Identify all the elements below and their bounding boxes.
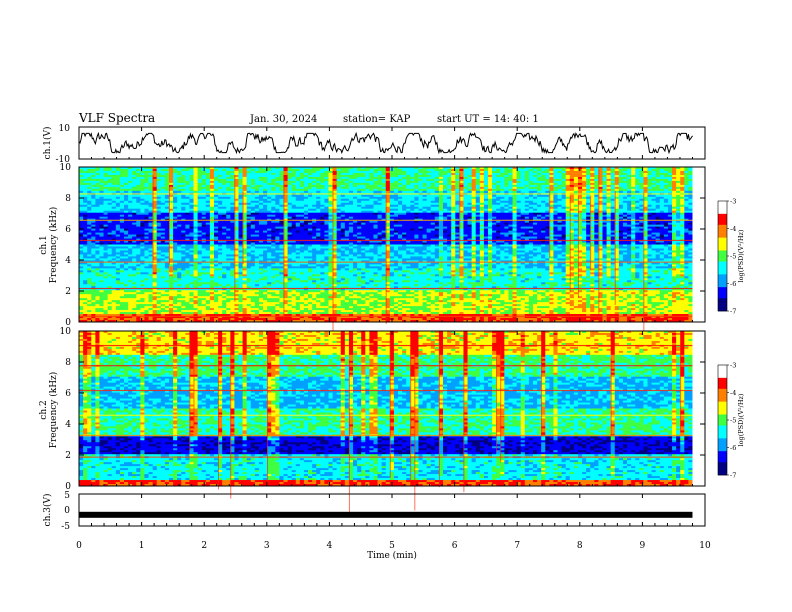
ch3-ytick-mid: 0 [64,506,70,516]
x-tick-label-0: 0 [76,541,82,551]
ch1-spectrogram-image [79,167,705,337]
ch3-waveform-frame [78,493,706,527]
ch1-spectrogram-ylabel-channel: ch.1 [39,235,49,254]
ch2-spectrogram-ytick-4: 4 [65,420,71,430]
ch1-colorbar-tick--7: -7 [730,308,736,316]
ch2-spectrogram-ytick-0: 0 [65,482,71,492]
x-tick-label-8: 8 [577,541,583,551]
ch1-colorbar-tick--4: -4 [730,225,736,233]
x-tick-label-7: 7 [514,541,520,551]
x-tick-label-1: 1 [139,541,145,551]
ch2-spectrogram-ylabel-channel: ch.2 [39,400,49,419]
ch2-colorbar-tick--5: -5 [730,417,736,425]
x-tick-label-9: 9 [640,541,646,551]
ch2-colorbar-tick--6: -6 [730,444,736,452]
ch2-colorbar-tick--7: -7 [730,472,736,480]
ch1-waveform-frame [78,126,706,160]
x-tick-label-5: 5 [389,541,395,551]
ch3-ytick-bottom: -5 [61,522,70,532]
figure-start-time: start UT = 14: 40: 1 [437,114,539,125]
ch1-colorbar-tick--6: -6 [730,280,736,288]
ch2-colorbar: -3 -4 -5 -6 -7 log(PSD)(V²/Hz) [717,362,745,480]
ch1-ytick-bottom: -10 [56,155,71,165]
ch1-spectrogram-ytick-0: 0 [65,318,71,328]
ch2-spectrogram-ytick-10: 10 [60,327,72,337]
ch1-spectrogram-ytick-8: 8 [65,194,71,204]
ch1-ytick-top: 10 [59,124,71,134]
ch3-waveform-ylabel: ch.3(V) [42,494,53,527]
x-axis-label: Time (min) [367,550,417,561]
ch1-colorbar-tick--3: -3 [730,198,736,206]
ch2-spectrogram-panel: 0 2 4 6 8 10 ch.2 Frequency (kHz) [39,327,706,514]
ch2-spectrogram-ytick-2: 2 [65,451,71,461]
ch1-colorbar: -3 -4 -5 -6 -7 log(PSD)(V²/Hz) [717,198,745,316]
ch2-colorbar-tick--3: -3 [730,362,736,370]
x-tick-label-3: 3 [264,541,270,551]
x-tick-label-6: 6 [452,541,458,551]
ch1-spectrogram-ytick-4: 4 [65,256,71,266]
ch3-ytick-top: 5 [64,491,70,501]
ch1-waveform-ylabel: ch.1(V) [42,127,53,160]
ch2-colorbar-tick--4: -4 [730,389,736,397]
figure-title: VLF Spectra [78,111,155,125]
x-tick-label-4: 4 [327,541,333,551]
figure-date: Jan. 30, 2024 [249,114,317,125]
ch1-colorbar-tick--5: -5 [730,253,736,261]
ch1-waveform-line [78,131,693,155]
ch2-spectrogram-image [79,331,705,514]
ch1-colorbar-label: log(PSD)(V²/Hz) [737,229,745,282]
ch2-spectrogram-ytick-8: 8 [65,358,71,368]
ch1-spectrogram-ytick-2: 2 [65,287,71,297]
ch3-waveform-line [79,511,693,518]
ch1-spectrogram-panel: 0 2 4 6 8 10 ch.1 Frequency (kHz) [39,163,706,337]
ch1-spectrogram-ytick-6: 6 [65,225,71,235]
ch1-spectrogram-ylabel-frequency: Frequency (kHz) [48,207,59,284]
figure-station: station= KAP [343,114,411,125]
x-tick-label-2: 2 [201,541,207,551]
ch2-spectrogram-ytick-6: 6 [65,389,71,399]
ch1-spectrogram-ytick-10: 10 [60,163,72,173]
ch2-colorbar-label: log(PSD)(V²/Hz) [737,393,745,446]
ch2-spectrogram-ylabel-frequency: Frequency (kHz) [48,372,59,449]
x-tick-label-10: 10 [699,541,711,551]
